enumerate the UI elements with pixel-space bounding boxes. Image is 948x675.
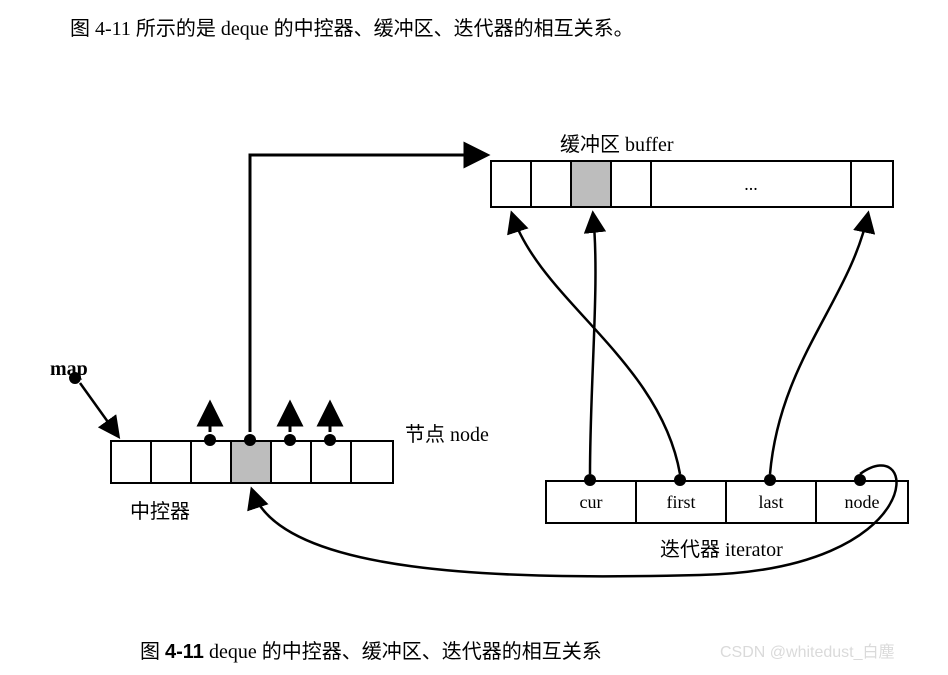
buffer-ellipsis: ... xyxy=(652,162,852,206)
controller-cell xyxy=(152,442,192,482)
buffer-cell xyxy=(852,162,892,206)
node-label: 节点 node xyxy=(405,418,489,447)
controller-array xyxy=(110,440,394,484)
intro-text: 图 4-11 所示的是 deque 的中控器、缓冲区、迭代器的相互关系。 xyxy=(70,12,634,41)
iterator-array: cur first last node xyxy=(545,480,909,524)
buffer-cell-shaded xyxy=(572,162,612,206)
iterator-last: last xyxy=(727,482,817,522)
controller-cell xyxy=(272,442,312,482)
watermark: CSDN @whitedust_白塵 xyxy=(720,638,895,662)
iterator-node: node xyxy=(817,482,907,522)
controller-cell xyxy=(112,442,152,482)
controller-label: 中控器 xyxy=(130,495,190,524)
iterator-label: 迭代器 iterator xyxy=(660,533,783,562)
iterator-cur: cur xyxy=(547,482,637,522)
figure-caption: 图 4-11 deque 的中控器、缓冲区、迭代器的相互关系 xyxy=(140,635,602,664)
buffer-cell xyxy=(492,162,532,206)
buffer-label: 缓冲区 buffer xyxy=(560,128,674,157)
map-label: map xyxy=(50,358,88,381)
iterator-first: first xyxy=(637,482,727,522)
controller-cell-shaded xyxy=(232,442,272,482)
controller-cell xyxy=(352,442,392,482)
controller-cell xyxy=(312,442,352,482)
arrows-overlay xyxy=(0,0,948,675)
buffer-cell xyxy=(612,162,652,206)
buffer-cell xyxy=(532,162,572,206)
controller-cell xyxy=(192,442,232,482)
buffer-array: ... xyxy=(490,160,894,208)
